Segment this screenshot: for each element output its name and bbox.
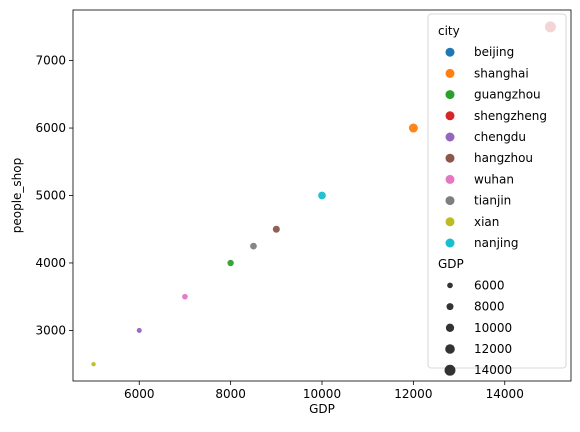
data-point-chengdu bbox=[136, 327, 143, 334]
legend-size-marker bbox=[445, 323, 455, 332]
legend-size-label: 8000 bbox=[474, 300, 505, 314]
legend-label-tianjin: tianjin bbox=[474, 194, 511, 208]
data-point-guangzhou bbox=[226, 259, 235, 267]
legend-marker-wuhan bbox=[445, 174, 455, 184]
x-axis: 6000 8000 10000 12000 14000 bbox=[124, 381, 524, 401]
legend-label-chengdu: chengdu bbox=[474, 130, 526, 144]
legend-size-marker bbox=[447, 282, 453, 289]
legend-marker-tianjin bbox=[445, 196, 455, 206]
legend-label-shengzheng: shengzheng bbox=[474, 109, 547, 123]
legend-label-beijing: beijing bbox=[474, 45, 514, 59]
legend-size-marker bbox=[444, 364, 456, 376]
legend-label-nanjing: nanjing bbox=[474, 236, 518, 250]
x-tick-label: 8000 bbox=[215, 387, 246, 401]
legend-hue-title: city bbox=[438, 24, 460, 38]
legend-label-hangzhou: hangzhou bbox=[474, 151, 533, 165]
y-axis-label: people_shop bbox=[10, 158, 24, 234]
legend-label-wuhan: wuhan bbox=[474, 172, 514, 186]
legend-box bbox=[427, 13, 567, 369]
y-tick-label: 6000 bbox=[35, 121, 66, 135]
legend-marker-chengdu bbox=[445, 132, 455, 142]
x-tick-label: 6000 bbox=[124, 387, 155, 401]
legend-label-guangzhou: guangzhou bbox=[474, 88, 541, 102]
legend-size-title: GDP bbox=[438, 257, 464, 271]
data-point-shanghai bbox=[408, 122, 419, 134]
data-point-hangzhou bbox=[272, 225, 281, 234]
data-point-tianjin bbox=[249, 242, 258, 251]
legend-marker-shanghai bbox=[445, 68, 455, 78]
legend-size-entries: 6000 8000 10000 12000 14000 bbox=[444, 278, 512, 377]
legend-marker-xian bbox=[445, 217, 455, 227]
y-tick-label: 5000 bbox=[35, 189, 66, 203]
legend-marker-guangzhou bbox=[445, 90, 455, 100]
legend-size-marker bbox=[445, 344, 455, 354]
data-point-nanjing bbox=[317, 191, 327, 200]
data-point-wuhan bbox=[181, 293, 189, 301]
legend-size-label: 10000 bbox=[474, 321, 512, 335]
legend-size-marker bbox=[446, 303, 454, 311]
y-tick-label: 3000 bbox=[35, 323, 66, 337]
legend: city beijing shanghai guangzhou shengzheng c… bbox=[427, 13, 567, 377]
legend-size-label: 6000 bbox=[474, 278, 505, 292]
y-tick-label: 4000 bbox=[35, 256, 66, 270]
legend-marker-beijing bbox=[445, 47, 455, 57]
y-axis: 3000 4000 5000 6000 7000 bbox=[35, 54, 73, 337]
legend-hue-entries: beijing shanghai guangzhou shengzheng chengd… bbox=[445, 45, 547, 250]
x-axis-label: GDP bbox=[309, 402, 335, 416]
legend-size-label: 14000 bbox=[474, 363, 512, 377]
y-tick-label: 7000 bbox=[35, 54, 66, 68]
legend-label-shanghai: shanghai bbox=[474, 66, 529, 80]
x-tick-label: 10000 bbox=[303, 387, 341, 401]
legend-marker-shengzheng bbox=[445, 111, 455, 121]
legend-marker-nanjing bbox=[445, 238, 455, 248]
legend-marker-hangzhou bbox=[445, 153, 455, 163]
data-point-xian bbox=[90, 361, 97, 367]
x-tick-label: 12000 bbox=[394, 387, 432, 401]
legend-label-xian: xian bbox=[474, 215, 499, 229]
legend-size-label: 12000 bbox=[474, 342, 512, 356]
x-tick-label: 14000 bbox=[486, 387, 524, 401]
